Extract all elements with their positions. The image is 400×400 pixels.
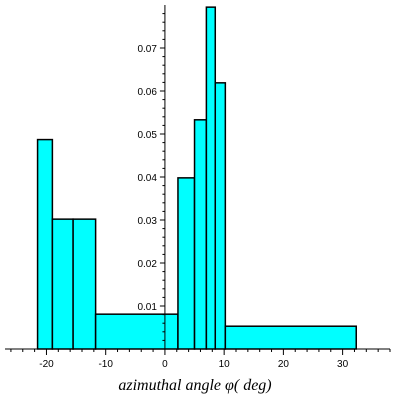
histogram-bar <box>224 325 357 350</box>
x-tick-label: -10 <box>98 359 113 370</box>
y-tick-label: 0.07 <box>137 44 157 55</box>
bars-group <box>36 6 357 350</box>
histogram-bar <box>51 218 74 350</box>
x-tick-label: -20 <box>39 359 54 370</box>
x-axis-ticks: -20 -10 0 10 20 30 <box>10 349 391 370</box>
x-axis-title: azimuthal angle φ( deg) <box>118 377 271 394</box>
y-tick-label: 0.05 <box>137 130 157 141</box>
x-tick-label: 30 <box>337 359 349 370</box>
histogram-bar <box>193 119 208 350</box>
x-tick-label: 20 <box>278 359 290 370</box>
histogram-bar <box>177 177 196 350</box>
histogram-bar <box>94 313 179 350</box>
y-tick-label: 0.03 <box>137 216 157 227</box>
histogram-bar <box>36 138 54 350</box>
y-tick-label: 0.04 <box>137 173 157 184</box>
y-axis-ticks: 0.01 0.02 0.03 0.04 0.05 0.06 0.07 <box>137 13 165 341</box>
histogram-bar <box>214 82 227 350</box>
x-tick-label: 0 <box>162 359 168 370</box>
histogram-bar <box>205 6 217 350</box>
y-tick-label: 0.06 <box>137 87 157 98</box>
histogram-bar <box>72 218 97 350</box>
x-tick-label: 10 <box>219 359 231 370</box>
y-tick-label: 0.02 <box>137 259 157 270</box>
y-tick-label: 0.01 <box>137 302 157 313</box>
